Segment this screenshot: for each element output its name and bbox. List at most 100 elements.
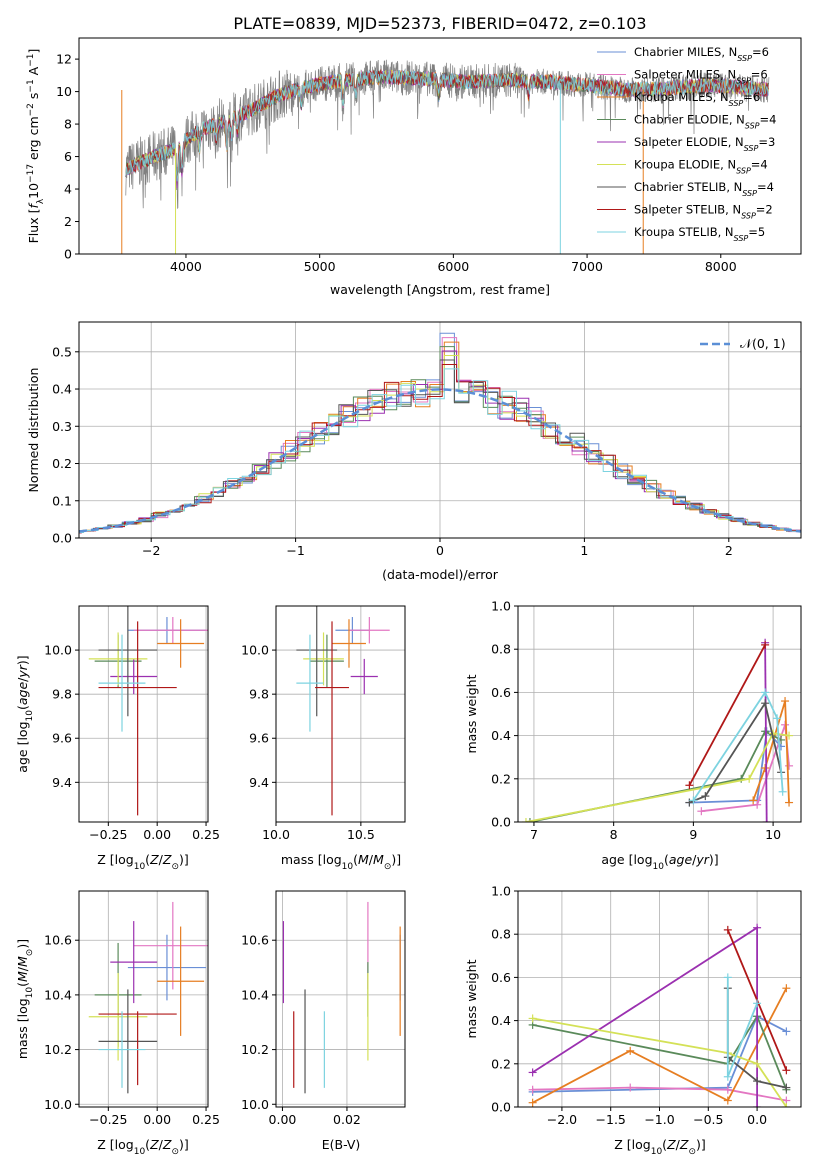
weight-line [688, 644, 766, 786]
label-part: 𝒩(0, 1) [740, 336, 786, 351]
x-tick-label: 4000 [170, 259, 202, 274]
x-tick-label: 8000 [705, 259, 737, 274]
plot-area [79, 332, 801, 534]
x-axis-label: age [log10(age/yr)] [601, 852, 718, 872]
label-part: ⊙ [384, 862, 392, 872]
label-part: ⊙ [171, 862, 179, 872]
x-tick-label: 10 [765, 827, 781, 842]
y-axis-label: age [log10(age/yr)] [15, 655, 35, 772]
legend-text: Chabrier ELODIE, N [634, 113, 745, 127]
label-part: Normed distribution [26, 368, 41, 493]
x-tick-label: 0.02 [333, 1112, 361, 1127]
label-part: age [669, 852, 693, 867]
label-part: log [15, 721, 30, 740]
label-part: 10 [653, 862, 665, 872]
label-part: / [15, 677, 30, 682]
y-tick-label: 0 [64, 247, 72, 262]
legend-sub: SSP [744, 144, 759, 153]
label-part: A [26, 66, 41, 79]
plot-area [282, 901, 401, 1094]
label-part: 10 [26, 183, 41, 199]
label-part: (data-model)/error [382, 567, 499, 582]
label-part: log [15, 998, 30, 1017]
plot-area [88, 901, 208, 1094]
label-part: )] [391, 852, 401, 867]
legend-sub: SSP [729, 99, 744, 108]
x-tick-label: 10.0 [262, 827, 290, 842]
y-tick-label: 0.5 [52, 344, 72, 359]
x-tick-label: −0.25 [89, 1112, 127, 1127]
x-axis-label: E(B-V) [322, 1137, 361, 1152]
label-part: Z [666, 1137, 676, 1152]
label-part: age [ [15, 741, 30, 773]
legend-suffix: =3 [758, 135, 775, 149]
label-part: ⊙ [25, 949, 35, 957]
label-part: f [26, 203, 41, 209]
label-part: yr [695, 852, 709, 867]
legend-sub: SSP [736, 166, 751, 175]
legend-entry: Salpeter ELODIE, NSSP=3 [634, 135, 775, 153]
legend-text: Chabrier MILES, N [634, 45, 737, 59]
weight-z-axes: −2.0 −1.5 −1.0 −0.5 0.0 0.0 0.2 0.4 0.6 0.8 1.0 Z [… [464, 884, 802, 1157]
label-part: −1 [26, 53, 36, 66]
label-part: log [632, 1137, 651, 1152]
axes-frame [78, 890, 209, 1108]
label-part: ( [662, 1137, 667, 1152]
legend-entry: Kroupa STELIB, NSSP=5 [634, 225, 765, 243]
x-tick-label: −2 [142, 543, 160, 558]
label-part: Z [ [614, 1137, 631, 1152]
legend-text: Salpeter STELIB, N [634, 203, 741, 217]
x-tick-label: 0 [436, 543, 444, 558]
label-part: )] [179, 1137, 189, 1152]
label-part: M [15, 956, 30, 967]
label-part: 10 [25, 987, 35, 999]
label-part: −17 [26, 164, 36, 183]
histogram-step [79, 368, 801, 533]
y-tick-label: 0.2 [491, 771, 511, 786]
y-tick-label: 12 [56, 52, 72, 67]
label-part: / [159, 1137, 164, 1152]
label-part: mass weight [464, 674, 479, 753]
label-part: log [633, 852, 652, 867]
y-tick-label: 10.0 [44, 1097, 72, 1112]
x-tick-label: 1 [580, 543, 588, 558]
legend-sub: SSP [741, 211, 756, 220]
x-tick-label: 6000 [437, 259, 469, 274]
label-part: / [159, 852, 164, 867]
y-axis-label: mass [log10(M/M⊙)] [15, 939, 35, 1059]
y-tick-label: 9.8 [249, 687, 269, 702]
label-part: ( [353, 852, 358, 867]
y-tick-label: 9.4 [52, 775, 72, 790]
label-part: log [115, 1137, 134, 1152]
plot-area [88, 606, 208, 816]
label-part: log [323, 852, 342, 867]
axes-frame [517, 605, 802, 823]
legend-suffix: =4 [751, 158, 768, 172]
histogram-step [79, 364, 801, 534]
label-part: λ [36, 198, 46, 204]
label-part: M [15, 971, 30, 982]
label-part: ⊙ [171, 1147, 179, 1157]
label-part: 10 [25, 710, 35, 722]
x-tick-label: 0.0 [747, 1112, 767, 1127]
label-part: )] [15, 655, 30, 665]
age-z-axes: −0.25 0.00 0.259.49.69.810.0Z [log10(Z/Z⊙)… [15, 605, 220, 872]
x-tick-label: −1.0 [644, 1112, 674, 1127]
label-part: / [369, 852, 374, 867]
label-part: wavelength [Angstrom, rest frame] [330, 282, 550, 297]
label-part: Z [162, 1137, 172, 1152]
legend-entry: 𝒩(0, 1) [740, 336, 786, 351]
legend-entry: Kroupa ELODIE, NSSP=4 [634, 158, 768, 176]
y-tick-label: 0.4 [491, 728, 511, 743]
legend-suffix: =6 [743, 90, 760, 104]
weight-line [764, 642, 768, 822]
x-tick-label: −1 [286, 543, 304, 558]
y-tick-label: 8 [64, 117, 72, 132]
label-part: age [ [601, 852, 633, 867]
label-part: −2 [26, 103, 36, 116]
model-spectrum [125, 69, 769, 182]
legend-entry: Salpeter MILES, NSSP=6 [634, 68, 768, 86]
